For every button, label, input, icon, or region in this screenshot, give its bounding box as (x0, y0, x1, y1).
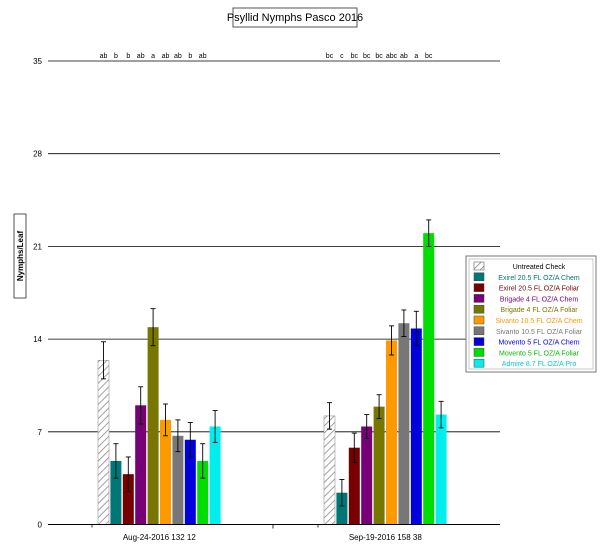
legend-label: Movento 5 FL OZ/A Foliar (499, 350, 580, 357)
legend-swatch (473, 315, 485, 325)
bar (398, 323, 410, 525)
legend-swatch (473, 358, 485, 368)
legend-label: Sivanto 10.5 FL OZ/A Chem (495, 318, 582, 325)
y-tick-label: 0 (38, 521, 43, 530)
y-axis-ticks: 0 7 14 21 28 35 (33, 57, 42, 530)
error-bar (212, 410, 218, 443)
bar (423, 233, 435, 525)
y-tick-label: 14 (33, 335, 42, 344)
legend-label: Exirel 20.5 FL OZ/A Foliar (499, 286, 580, 293)
bar (122, 474, 134, 525)
significance-letter: bc (351, 53, 359, 60)
significance-letter: a (414, 53, 418, 60)
error-bar (376, 394, 382, 420)
y-tick-label: 35 (33, 57, 42, 66)
error-bar (413, 310, 419, 347)
bar (410, 328, 422, 525)
error-bar (125, 456, 131, 492)
y-axis-label: Nymphs/Leaf (13, 213, 27, 299)
legend-label: Admire 8.7 FL OZ/A Pro (502, 361, 577, 368)
significance-letter: ab (199, 53, 207, 60)
error-bar (351, 432, 357, 463)
error-bar (175, 419, 181, 453)
error-bar (426, 219, 432, 247)
bar (348, 447, 360, 525)
chart-title-text: Psyllid Nymphs Pasco 2016 (227, 12, 363, 24)
bar (110, 460, 122, 525)
bar (172, 435, 184, 525)
significance-letter: ab (400, 53, 408, 60)
significance-letters: ab b b ab a ab ab b ab bc c bc bc bc abc ab a bc (100, 53, 433, 60)
error-bar (327, 402, 332, 430)
error-bar (339, 479, 345, 507)
legend-box (465, 255, 597, 373)
bar (361, 426, 373, 525)
significance-letter: a (151, 53, 155, 60)
bars (97, 233, 447, 525)
error-bar (364, 414, 370, 439)
legend-swatch (473, 261, 485, 271)
significance-letter: ab (137, 53, 145, 60)
error-bar (101, 341, 106, 380)
y-axis-label-text: Nymphs/Leaf (16, 231, 25, 282)
x-axis-category-labels: Aug-24-2016 132 12 Sep-19-2016 158 38 (91, 524, 423, 542)
bar (197, 460, 209, 525)
bar (373, 406, 385, 525)
legend-swatch (473, 348, 485, 357)
legend-label: Untreated Check (513, 264, 566, 271)
error-bar (113, 443, 119, 479)
y-tick-label: 28 (33, 150, 42, 159)
significance-letter: bc (425, 53, 433, 60)
significance-letter: c (340, 53, 344, 60)
bar (386, 340, 397, 525)
legend-swatch (473, 304, 485, 314)
legend-swatch (473, 272, 485, 282)
significance-letter: ab (162, 53, 170, 60)
error-bar (200, 443, 206, 479)
error-bar (438, 400, 444, 429)
bar (209, 426, 221, 525)
error-bars (101, 219, 444, 507)
error-bar (150, 308, 156, 347)
error-bar (401, 309, 407, 337)
bar (160, 419, 171, 525)
error-bar (138, 386, 144, 425)
legend-swatch (473, 283, 485, 292)
legend-label: Exirel 20.5 FL OZ/A Chem (498, 275, 580, 282)
chart-title: Psyllid Nymphs Pasco 2016 (227, 7, 363, 28)
error-bar (389, 325, 394, 356)
legend-label: Movento 5 FL OZ/A Chem (498, 340, 579, 347)
y-tick-label: 21 (33, 242, 42, 251)
x-category-label: Sep-19-2016 158 38 (349, 533, 423, 542)
significance-letter: ab (100, 53, 108, 60)
bar (435, 414, 447, 525)
error-bar (187, 422, 193, 458)
legend-label: Brigade 4 FL OZ/A Foliar (500, 307, 578, 314)
significance-letter: bc (326, 53, 334, 60)
significance-letter: b (126, 53, 130, 60)
legend: Untreated Check Exirel 20.5 FL OZ/A Chem E… (465, 255, 597, 373)
significance-letter: b (188, 53, 192, 60)
bar (135, 405, 147, 525)
legend-label: Brigade 4 FL OZ/A Chem (500, 296, 578, 303)
bar (184, 439, 196, 525)
significance-letter: abc (386, 53, 398, 60)
significance-letter: b (114, 53, 118, 60)
bar (147, 327, 159, 525)
significance-letter: bc (375, 53, 383, 60)
legend-swatch (473, 326, 485, 336)
significance-letter: bc (363, 53, 371, 60)
legend-swatch (473, 337, 485, 346)
legend-swatch (473, 294, 485, 303)
legend-label: Sivanto 10.5 FL OZ/A Foliar (496, 329, 583, 336)
bar (323, 415, 336, 525)
x-category-label: Aug-24-2016 132 12 (123, 533, 197, 542)
error-bar (163, 403, 168, 437)
bar (97, 359, 110, 525)
significance-letter: ab (174, 53, 182, 60)
bar (336, 492, 348, 525)
y-tick-label: 7 (38, 428, 43, 437)
